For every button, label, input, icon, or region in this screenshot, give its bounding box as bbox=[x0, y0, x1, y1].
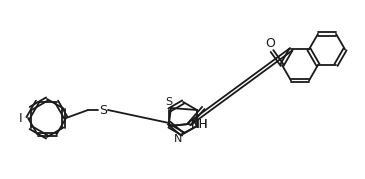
Text: NH: NH bbox=[191, 117, 209, 130]
Text: N: N bbox=[174, 134, 182, 144]
Text: S: S bbox=[99, 103, 107, 117]
Text: I: I bbox=[19, 112, 23, 125]
Text: NH: NH bbox=[191, 117, 209, 130]
Text: S: S bbox=[165, 97, 173, 107]
Text: O: O bbox=[265, 37, 275, 50]
